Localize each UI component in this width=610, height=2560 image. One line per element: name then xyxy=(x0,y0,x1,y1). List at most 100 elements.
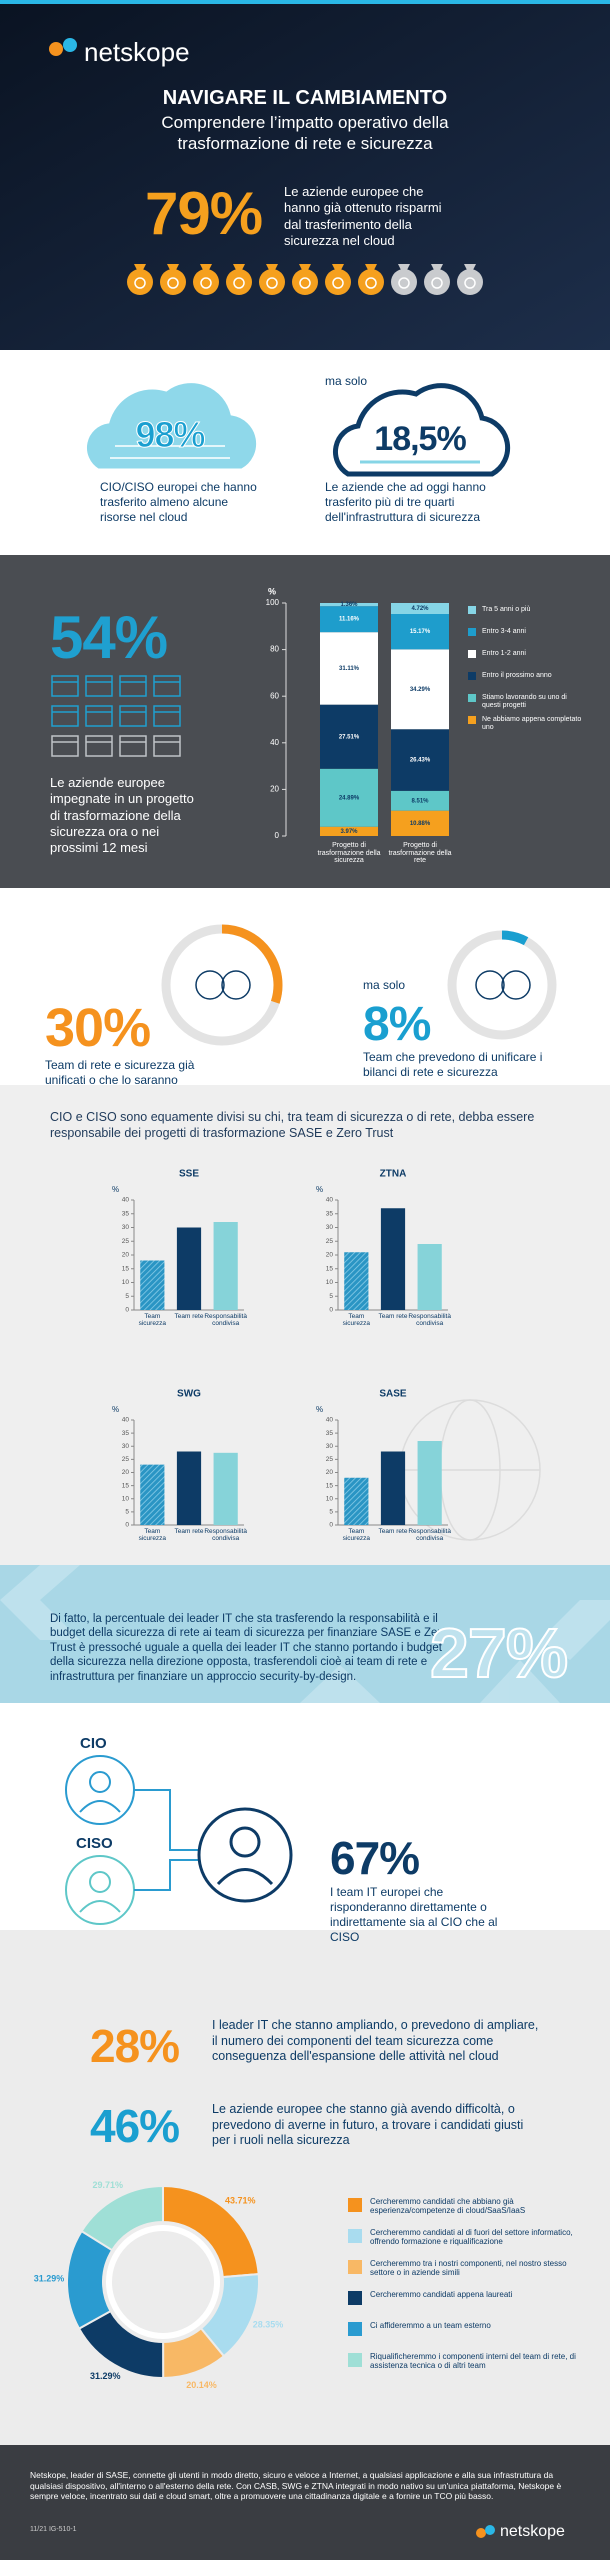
y-tick-label: 80 xyxy=(270,645,279,654)
bar xyxy=(380,1451,406,1525)
value-label: 8.51% xyxy=(411,798,429,804)
x-tick-label: Progetto di trasformazione della rete xyxy=(388,842,452,865)
value-label: 20.14% xyxy=(186,2380,217,2390)
bar-segment xyxy=(391,790,449,811)
bar xyxy=(176,1451,202,1525)
bag-body xyxy=(424,269,450,295)
x-tick-label: Responsabilità condivisa xyxy=(204,1313,247,1328)
y-tick-label: 40 xyxy=(122,1417,130,1424)
donut-inner-ring xyxy=(106,2225,220,2339)
y-tick-label: 15 xyxy=(122,1265,130,1272)
cio-label: CIO xyxy=(80,1735,107,1752)
y-tick-label: 10 xyxy=(122,1279,130,1286)
x-tick-label: Responsabilità condivisa xyxy=(204,1528,247,1543)
legend-swatch xyxy=(348,2229,362,2243)
y-tick-label: 10 xyxy=(122,1495,130,1502)
y-axis-label: % xyxy=(112,1185,119,1194)
x-tick-label: Team sicurezza xyxy=(342,1528,371,1543)
money-bag xyxy=(391,264,417,295)
bag-knot xyxy=(233,264,245,270)
people-icons xyxy=(65,1755,293,1925)
legend-swatch xyxy=(468,694,476,702)
footer-logo-icon xyxy=(476,2525,495,2538)
y-tick-label: 20 xyxy=(326,1252,334,1259)
bag-knot xyxy=(332,264,344,270)
budget-text: Di fatto, la percentuale dei leader IT c… xyxy=(50,1613,448,1683)
bar xyxy=(213,1222,238,1310)
money-bag xyxy=(193,264,219,295)
x-tick-label: Progetto di trasformazione della sicurez… xyxy=(317,842,381,865)
legend-label: Cercheremmo candidati al di fuori del se… xyxy=(370,2228,573,2246)
money-bag xyxy=(160,264,186,295)
y-tick-label: 40 xyxy=(270,738,279,747)
bag-body xyxy=(325,269,351,295)
bar xyxy=(417,1441,442,1525)
legend-swatch xyxy=(348,2322,362,2336)
value-label: 24.89% xyxy=(339,795,360,801)
bag-body xyxy=(226,269,252,295)
calendar-icon xyxy=(153,675,181,697)
cloud-icon xyxy=(84,380,260,472)
projects-bg xyxy=(0,555,610,888)
money-bag xyxy=(358,264,384,295)
bag-body xyxy=(259,269,285,295)
stat-text: Le aziende che ad oggi hanno trasferito … xyxy=(325,480,486,524)
money-bag xyxy=(259,264,285,295)
y-tick-label: 0 xyxy=(275,831,280,840)
bag-knot xyxy=(200,264,212,270)
bar xyxy=(344,1477,369,1525)
logo-icon xyxy=(49,38,77,56)
stat: 67% xyxy=(330,1832,420,1884)
money-bag xyxy=(325,264,351,295)
bag-body xyxy=(193,269,219,295)
legend-swatch xyxy=(468,716,476,724)
bag-knot xyxy=(266,264,278,270)
ring-icon xyxy=(221,970,251,1000)
bar xyxy=(140,1260,165,1310)
title: NAVIGARE IL CAMBIAMENTO xyxy=(162,87,448,109)
bag-knot xyxy=(134,264,146,270)
stat: 18,5% xyxy=(374,420,466,458)
stat-text: Team che prevedono di unificare i bilanc… xyxy=(363,1050,543,1079)
bag-coin xyxy=(266,277,278,289)
calendar-icon xyxy=(85,705,113,727)
top-stripe xyxy=(0,0,610,4)
y-tick-label: 25 xyxy=(122,1238,130,1245)
responsibility-bg xyxy=(0,1085,610,1565)
stat-text: CIO/CISO europei che hanno trasferito al… xyxy=(100,480,257,524)
footer-text: Netskope, leader di SASE, connette gli u… xyxy=(30,2470,562,2502)
bar-segment xyxy=(320,704,378,769)
legend-label: Cercheremmo candidati appena laureati xyxy=(370,2290,513,2299)
legend-label: Entro 1-2 anni xyxy=(482,650,526,657)
y-tick-label: 30 xyxy=(122,1224,130,1231)
legend-swatch xyxy=(468,650,476,658)
x-tick-label: Responsabilità condivisa xyxy=(408,1528,451,1543)
y-tick-label: 40 xyxy=(326,1197,334,1204)
x-tick-label: Team rete xyxy=(378,1528,408,1535)
y-tick-label: 25 xyxy=(326,1456,334,1463)
calendar-icon xyxy=(85,675,113,697)
stat: 28% xyxy=(90,2020,180,2072)
legend-swatch xyxy=(348,2291,362,2305)
chart-title: SSE xyxy=(179,1169,199,1180)
stat: 79% xyxy=(145,180,263,247)
bag-coin xyxy=(431,277,443,289)
chart-title: SASE xyxy=(379,1389,407,1400)
y-tick-label: 25 xyxy=(326,1238,334,1245)
bar xyxy=(213,1452,238,1525)
x-tick-label: Team sicurezza xyxy=(138,1313,167,1328)
y-tick-label: 20 xyxy=(122,1252,130,1259)
y-tick-label: 60 xyxy=(270,691,279,700)
y-tick-label: 20 xyxy=(326,1469,334,1476)
bar-segment xyxy=(320,606,378,633)
y-tick-label: 40 xyxy=(326,1417,334,1424)
legend-swatch xyxy=(468,606,476,614)
y-tick-label: 5 xyxy=(329,1293,333,1300)
bar-segment xyxy=(320,632,378,705)
unification-bg xyxy=(0,888,610,1085)
bar xyxy=(417,1244,442,1310)
bag-coin xyxy=(398,277,410,289)
bar xyxy=(176,1227,202,1310)
y-tick-label: 35 xyxy=(326,1430,334,1437)
